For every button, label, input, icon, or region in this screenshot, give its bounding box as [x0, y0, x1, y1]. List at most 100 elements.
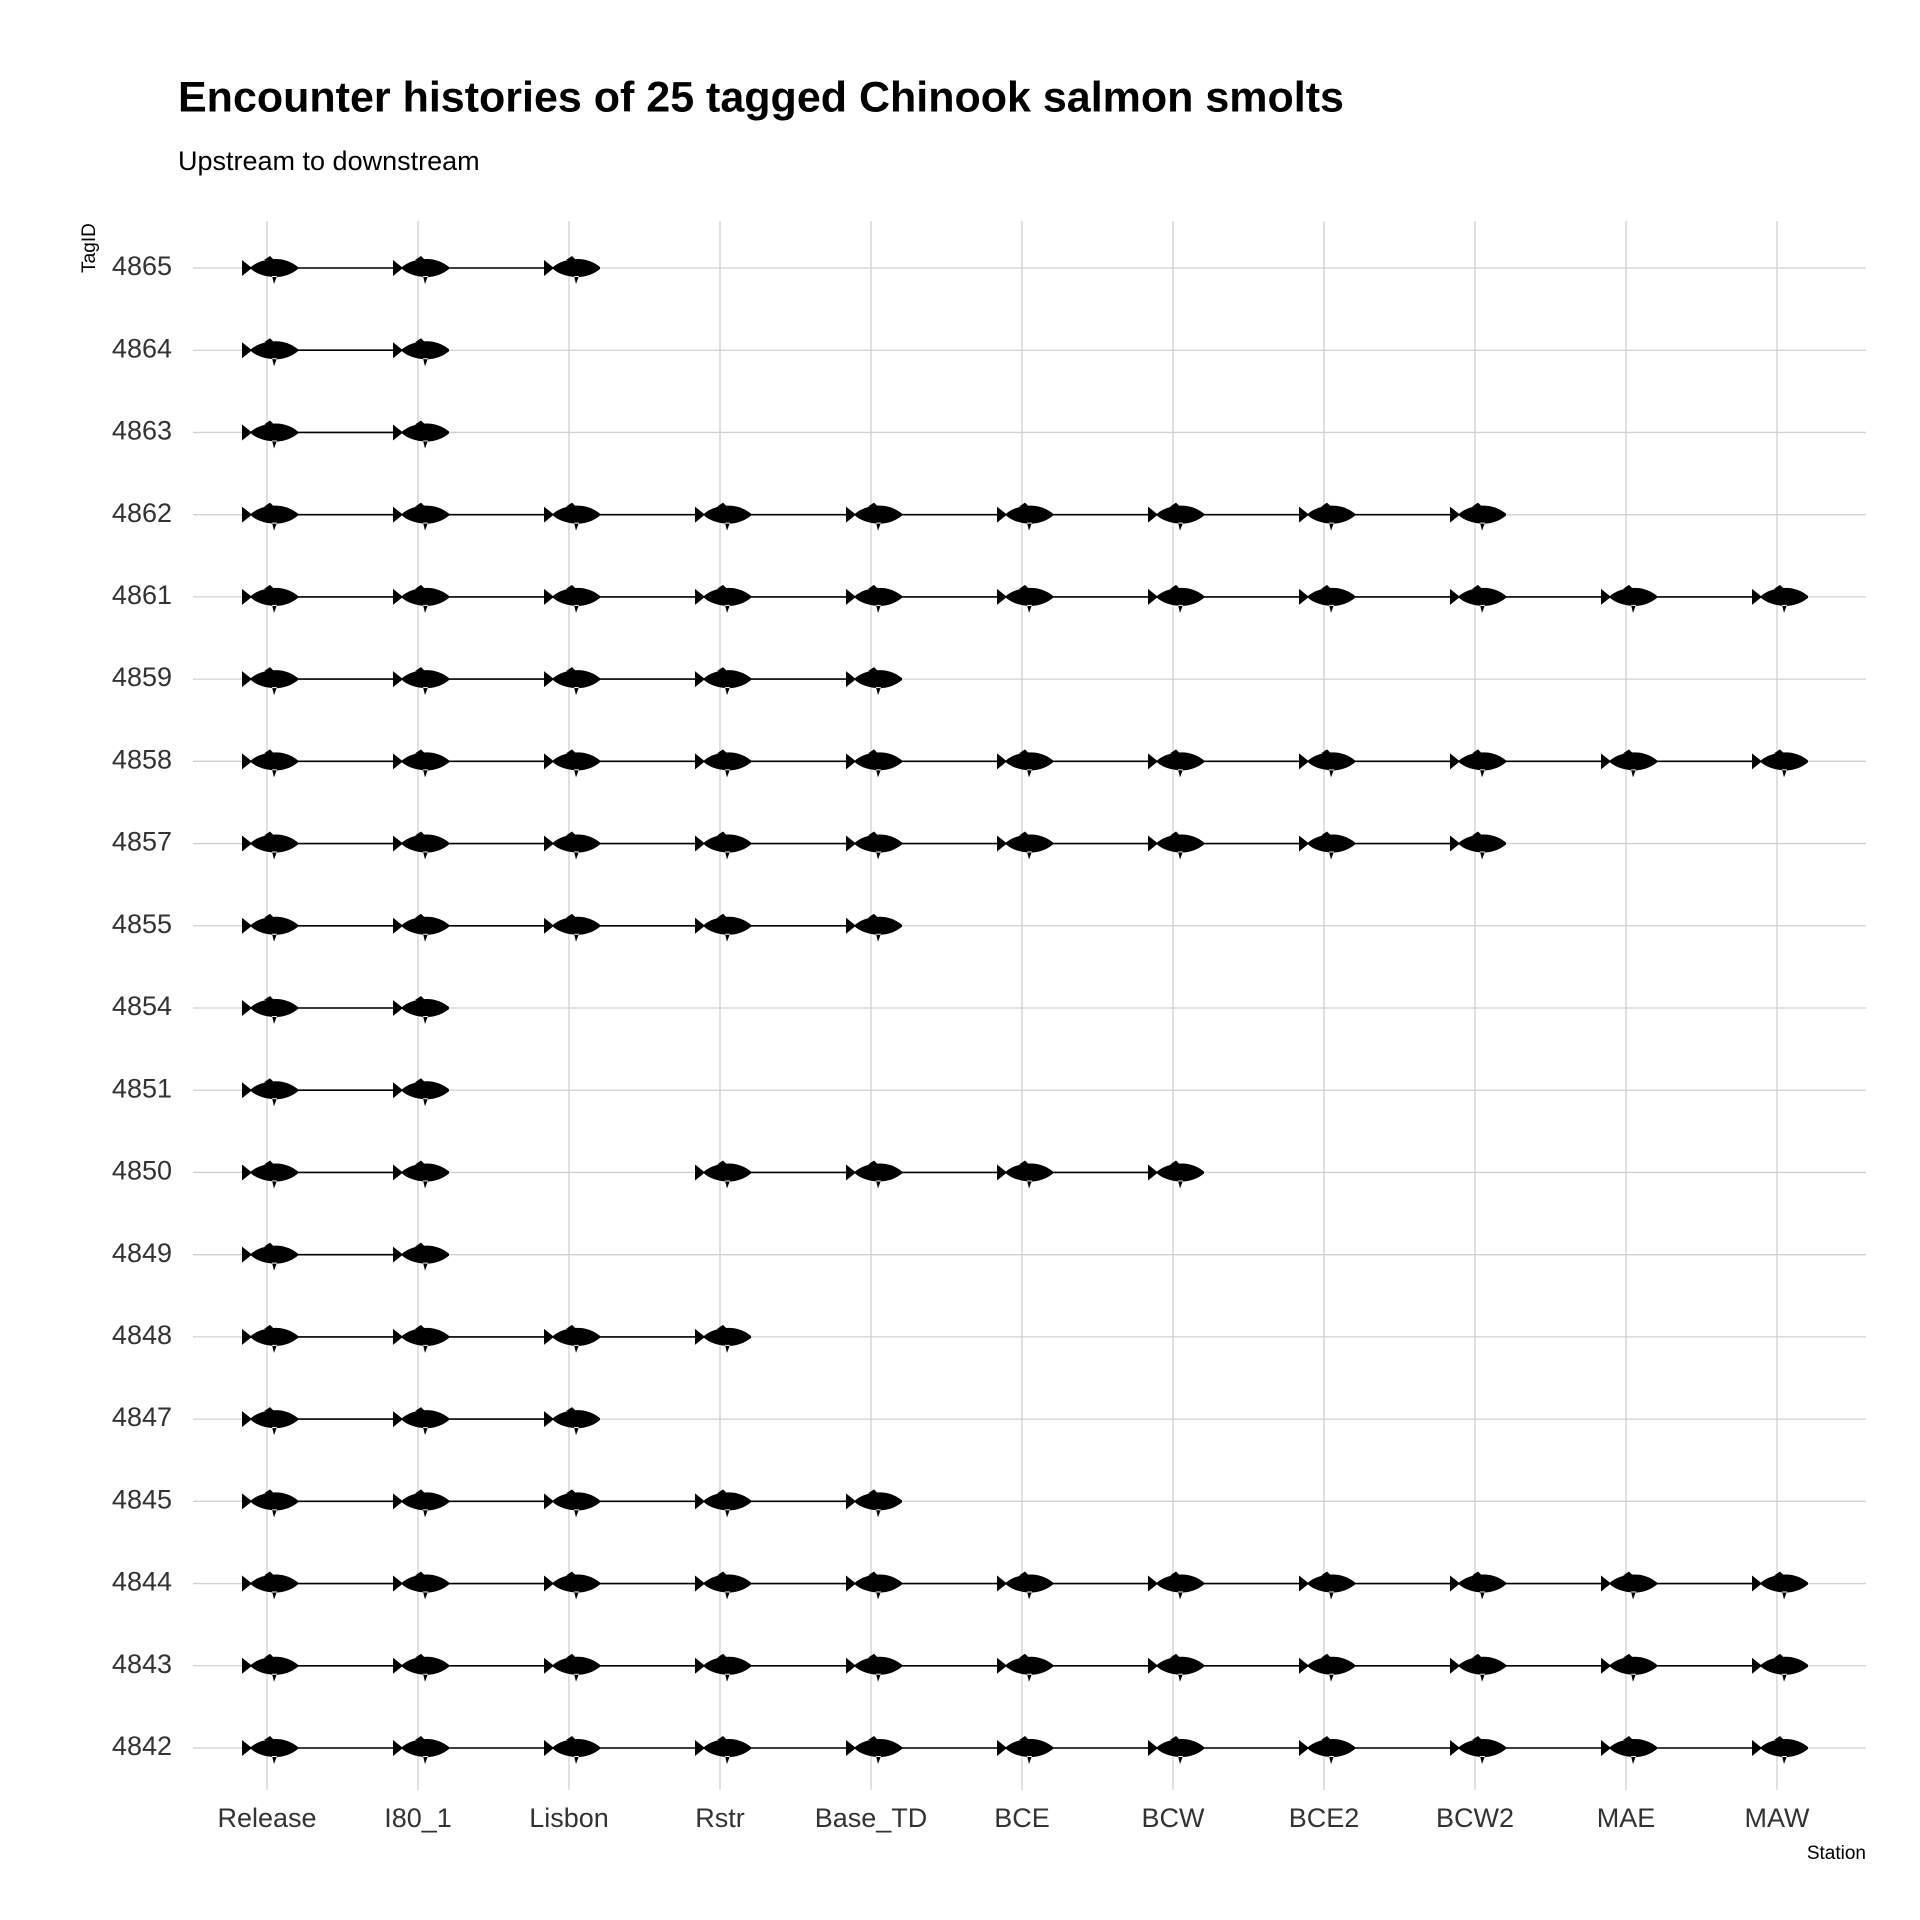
fish-marker	[695, 667, 751, 696]
fish-marker	[242, 1653, 298, 1682]
fish-marker	[393, 1160, 449, 1189]
fish-marker	[1148, 749, 1204, 778]
fish-marker	[846, 502, 902, 531]
fish-marker	[1450, 1653, 1506, 1682]
fish-marker	[1148, 1653, 1204, 1682]
fish-marker	[1299, 831, 1355, 860]
x-tick-label: Rstr	[695, 1803, 745, 1833]
fish-marker	[695, 1653, 751, 1682]
fish-marker	[1601, 1571, 1657, 1600]
fish-marker	[242, 1407, 298, 1436]
fish-marker	[846, 1489, 902, 1518]
fish-marker	[242, 338, 298, 367]
fish-marker	[242, 667, 298, 696]
fish-marker	[846, 913, 902, 942]
fish-marker	[997, 584, 1053, 613]
fish-marker	[242, 1078, 298, 1107]
fish-marker	[846, 749, 902, 778]
fish-marker	[1148, 1736, 1204, 1764]
fish-marker	[242, 584, 298, 613]
fish-marker	[1450, 831, 1506, 860]
fish-marker	[695, 502, 751, 531]
x-tick-label: BCE2	[1289, 1803, 1360, 1833]
fish-marker	[242, 996, 298, 1024]
fish-marker	[242, 256, 298, 284]
fish-marker	[997, 1653, 1053, 1682]
fish-marker	[1148, 584, 1204, 613]
fish-marker	[1601, 584, 1657, 613]
fish-marker	[695, 913, 751, 942]
fish-marker	[393, 913, 449, 942]
fish-marker	[1299, 1653, 1355, 1682]
fish-marker	[242, 1489, 298, 1518]
x-tick-label: MAW	[1745, 1803, 1810, 1833]
fish-marker	[544, 1653, 600, 1682]
fish-marker	[1299, 1736, 1355, 1764]
fish-marker	[544, 831, 600, 860]
fish-marker	[846, 667, 902, 696]
fish-marker	[1450, 502, 1506, 531]
fish-marker	[242, 913, 298, 942]
fish-marker	[846, 1160, 902, 1189]
fish-marker	[242, 749, 298, 778]
y-tick-label: 4844	[112, 1567, 172, 1597]
fish-marker	[242, 1160, 298, 1189]
fish-marker	[242, 502, 298, 531]
fish-marker	[1450, 749, 1506, 778]
y-tick-label: 4862	[112, 498, 172, 528]
fish-marker	[695, 1324, 751, 1353]
fish-marker	[1450, 584, 1506, 613]
y-tick-label: 4847	[112, 1402, 172, 1432]
fish-marker	[695, 584, 751, 613]
fish-marker	[1752, 1571, 1808, 1600]
fish-marker	[997, 1571, 1053, 1600]
fish-marker	[242, 420, 298, 449]
fish-marker	[1601, 749, 1657, 778]
fish-marker	[695, 1571, 751, 1600]
y-tick-label: 4863	[112, 416, 172, 446]
fish-marker	[1299, 749, 1355, 778]
y-tick-label: 4843	[112, 1649, 172, 1679]
x-axis-title: Station	[1807, 1843, 1866, 1864]
fish-marker	[393, 1407, 449, 1436]
x-tick-label: BCW	[1142, 1803, 1206, 1833]
fish-marker	[846, 1571, 902, 1600]
fish-marker	[393, 996, 449, 1024]
fish-marker	[393, 1078, 449, 1107]
fish-marker	[544, 502, 600, 531]
fish-marker	[544, 1407, 600, 1436]
fish-marker	[393, 1242, 449, 1271]
fish-marker	[1450, 1736, 1506, 1764]
y-tick-label: 4857	[112, 827, 172, 857]
fish-marker	[1752, 584, 1808, 613]
y-tick-label: 4851	[112, 1073, 172, 1103]
fish-marker	[544, 667, 600, 696]
fish-marker	[997, 831, 1053, 860]
x-tick-label: Base_TD	[815, 1803, 928, 1833]
fish-marker	[997, 502, 1053, 531]
chart-title: Encounter histories of 25 tagged Chinook…	[178, 73, 1344, 121]
y-tick-label: 4864	[112, 333, 172, 363]
y-tick-label: 4845	[112, 1484, 172, 1514]
fish-marker	[393, 1489, 449, 1518]
fish-marker	[393, 256, 449, 284]
fish-marker	[1148, 502, 1204, 531]
y-tick-label: 4842	[112, 1731, 172, 1761]
fish-marker	[393, 420, 449, 449]
fish-marker	[695, 831, 751, 860]
fish-marker	[1148, 831, 1204, 860]
fish-marker	[544, 1489, 600, 1518]
fish-marker	[997, 1736, 1053, 1764]
fish-marker	[544, 256, 600, 284]
fish-marker	[393, 749, 449, 778]
fish-marker	[695, 1489, 751, 1518]
fish-marker	[1752, 749, 1808, 778]
y-tick-label: 4865	[112, 251, 172, 281]
chart-subtitle: Upstream to downstream	[178, 146, 480, 176]
fish-marker	[544, 584, 600, 613]
y-tick-label: 4859	[112, 662, 172, 692]
fish-marker	[544, 913, 600, 942]
fish-marker	[393, 667, 449, 696]
fish-marker	[393, 584, 449, 613]
x-tick-label: I80_1	[384, 1803, 452, 1833]
